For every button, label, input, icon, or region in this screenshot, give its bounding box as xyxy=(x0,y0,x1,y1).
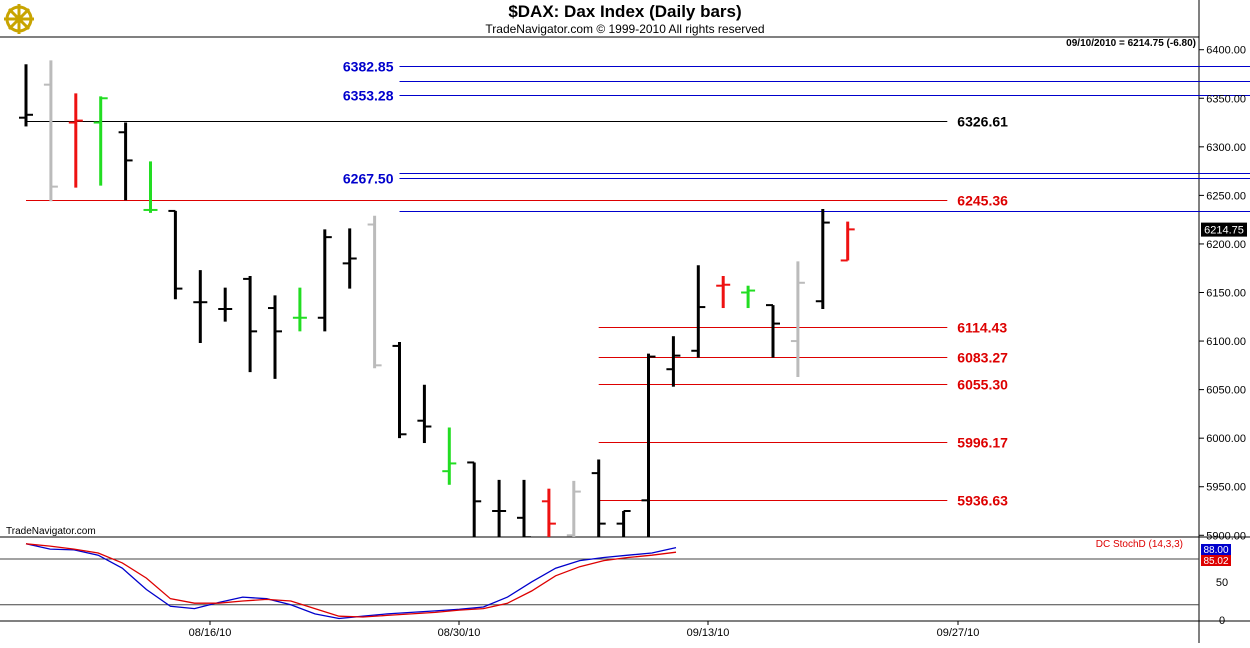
ohlc-bar xyxy=(691,265,706,358)
ohlc-bar xyxy=(143,161,158,213)
x-tick-label: 09/27/10 xyxy=(937,627,980,639)
ohlc-bar xyxy=(541,488,556,537)
chart-title: $DAX: Dax Index (Daily bars) xyxy=(508,2,741,21)
level-label: 6326.61 xyxy=(957,114,1008,130)
stoch-line xyxy=(25,543,677,620)
last-price-box xyxy=(1201,222,1247,237)
x-tick-label: 08/16/10 xyxy=(189,627,232,639)
ohlc-bar xyxy=(840,221,855,262)
ohlc-bar xyxy=(292,287,307,332)
ohlc-bar xyxy=(367,215,382,369)
y-tick-label: 6400.00 xyxy=(1206,45,1246,57)
ohlc-bar xyxy=(118,122,133,201)
ohlc-bar xyxy=(43,60,58,202)
y-tick-label: 5900.00 xyxy=(1206,530,1246,542)
ohlc-bar xyxy=(93,96,108,186)
ohlc-bar xyxy=(193,270,208,343)
x-tick-label: 09/13/10 xyxy=(687,627,730,639)
stoch-title: DC StochD (14,3,3) xyxy=(1096,539,1183,550)
ohlc-bar xyxy=(591,459,606,537)
level-label: 6353.28 xyxy=(343,88,394,104)
ohlc-bar xyxy=(741,285,756,309)
y-tick-label: 5950.00 xyxy=(1206,482,1246,494)
y-tick-label: 6250.00 xyxy=(1206,190,1246,202)
ohlc-bar xyxy=(342,228,357,289)
ohlc-bar xyxy=(566,480,581,537)
ohlc-bar xyxy=(168,209,183,300)
chart-subtitle: TradeNavigator.com © 1999-2010 All right… xyxy=(485,22,764,36)
stoch-last-box xyxy=(1201,555,1231,566)
y-tick-label: 6050.00 xyxy=(1206,385,1246,397)
ohlc-bar xyxy=(218,287,233,322)
ohlc-bar xyxy=(68,93,83,188)
quote-readout: 09/10/2010 = 6214.75 (-6.80) xyxy=(1066,38,1196,49)
ohlc-bar xyxy=(417,384,432,444)
y-tick-label: 6350.00 xyxy=(1206,93,1246,105)
ohlc-bar xyxy=(517,479,531,537)
ohlc-bar xyxy=(467,461,482,537)
level-label: 6083.27 xyxy=(957,350,1008,366)
level-label: 5936.63 xyxy=(957,493,1008,509)
ohlc-bar xyxy=(19,64,33,127)
y-tick-label: 6300.00 xyxy=(1206,142,1246,154)
stoch-last-value: 85.02 xyxy=(1203,556,1228,567)
y-tick-label: 6200.00 xyxy=(1206,239,1246,251)
stoch-last-box xyxy=(1201,544,1231,555)
ohlc-bar xyxy=(492,479,507,537)
stoch-tick-label: 0 xyxy=(1219,615,1225,627)
ohlc-bar xyxy=(641,353,656,537)
ohlc-bar xyxy=(790,261,805,377)
level-label: 6382.85 xyxy=(343,59,394,75)
level-label: 6245.36 xyxy=(957,193,1008,209)
y-tick-label: 6000.00 xyxy=(1206,433,1246,445)
stoch-last-value: 88.00 xyxy=(1203,545,1228,556)
last-price-label: 6214.75 xyxy=(1204,225,1244,237)
stoch-line xyxy=(25,543,677,618)
ship-helm-icon xyxy=(4,4,34,34)
x-tick-label: 08/30/10 xyxy=(438,627,481,639)
ohlc-bar xyxy=(666,336,681,387)
level-label: 6267.50 xyxy=(343,171,394,187)
ohlc-bar xyxy=(392,342,407,439)
y-tick-label: 6100.00 xyxy=(1206,336,1246,348)
level-label: 6114.43 xyxy=(957,320,1007,336)
ohlc-bar xyxy=(442,427,457,485)
ohlc-bar xyxy=(766,304,780,358)
level-label: 5996.17 xyxy=(957,435,1008,451)
ohlc-bar xyxy=(317,229,332,332)
y-tick-label: 6150.00 xyxy=(1206,288,1246,300)
ohlc-bar xyxy=(268,295,282,379)
stoch-tick-label: 50 xyxy=(1216,577,1228,589)
ohlc-bar xyxy=(716,275,731,309)
ohlc-bar xyxy=(243,275,258,373)
ohlc-bar xyxy=(815,208,830,310)
level-label: 6055.30 xyxy=(957,377,1008,393)
watermark: TradeNavigator.com xyxy=(6,526,96,537)
ohlc-bar xyxy=(616,510,631,537)
